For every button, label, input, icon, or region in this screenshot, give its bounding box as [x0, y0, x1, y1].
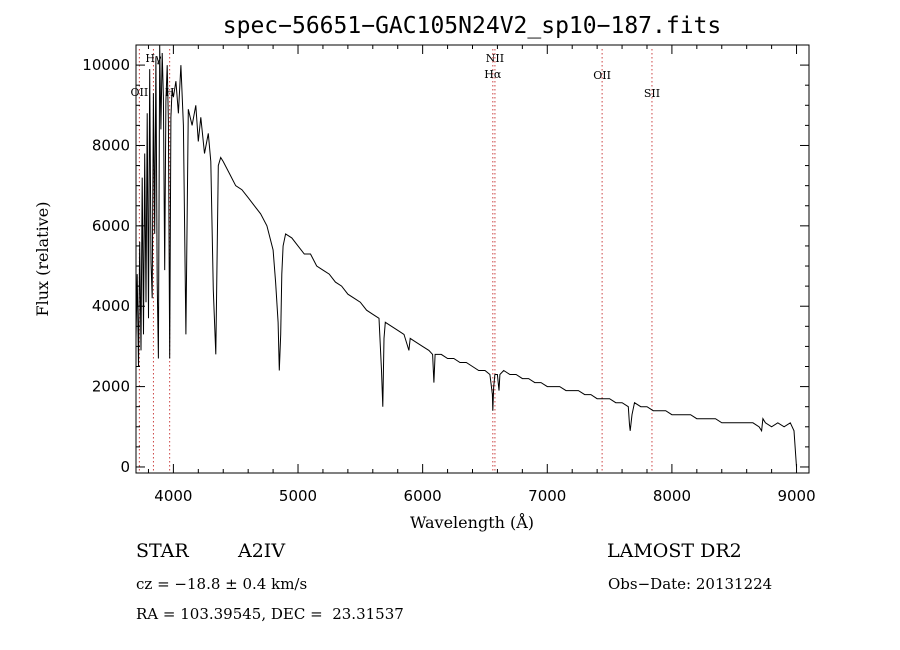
spectral-line-label: OII: [131, 86, 149, 99]
y-axis-label: Flux (relative): [33, 202, 52, 317]
x-tick-label: 6000: [404, 487, 442, 505]
y-tick-label: 2000: [92, 378, 130, 396]
y-tick-label: 10000: [82, 56, 130, 74]
x-tick-label: 9000: [777, 487, 815, 505]
spectral-line-label: SII: [644, 87, 660, 100]
coordinates: RA = 103.39545, DEC = 23.31537: [136, 605, 404, 623]
object-class: STAR: [136, 540, 189, 562]
y-tick-label: 4000: [92, 297, 130, 315]
y-tick-label: 0: [120, 458, 130, 476]
y-tick-label: 8000: [92, 136, 130, 154]
survey-name: LAMOST DR2: [607, 540, 742, 562]
x-tick-label: 5000: [279, 487, 317, 505]
axis-ticks: 4000 5000 6000 7000 8000 9000 0 2000 4000 6000 800…: [82, 45, 816, 505]
spectral-line-label: OII: [593, 69, 611, 82]
x-tick-label: 7000: [528, 487, 566, 505]
redshift-text: cz = −18.8 ± 0.4 km/s: [136, 575, 308, 593]
y-tick-label: 6000: [92, 217, 130, 235]
spectral-line-label: Hα: [484, 68, 502, 81]
obs-date: Obs−Date: 20131224: [608, 575, 773, 593]
spectrum-line: [135, 44, 797, 468]
plot-frame: [135, 44, 810, 474]
x-tick-label: 8000: [653, 487, 691, 505]
object-subclass: A2IV: [238, 540, 286, 562]
spectral-line-label: H: [165, 86, 175, 99]
spectral-line-label: Hγ: [145, 52, 162, 65]
x-tick-label: 4000: [154, 487, 192, 505]
x-axis-label: Wavelength (Å): [410, 512, 534, 532]
emission-line-markers: OII Hγ H NII Hα OII SII: [131, 49, 660, 473]
chart-title: spec−56651−GAC105N24V2_sp10−187.fits: [223, 13, 722, 39]
spectral-line-label: NII: [486, 52, 504, 65]
